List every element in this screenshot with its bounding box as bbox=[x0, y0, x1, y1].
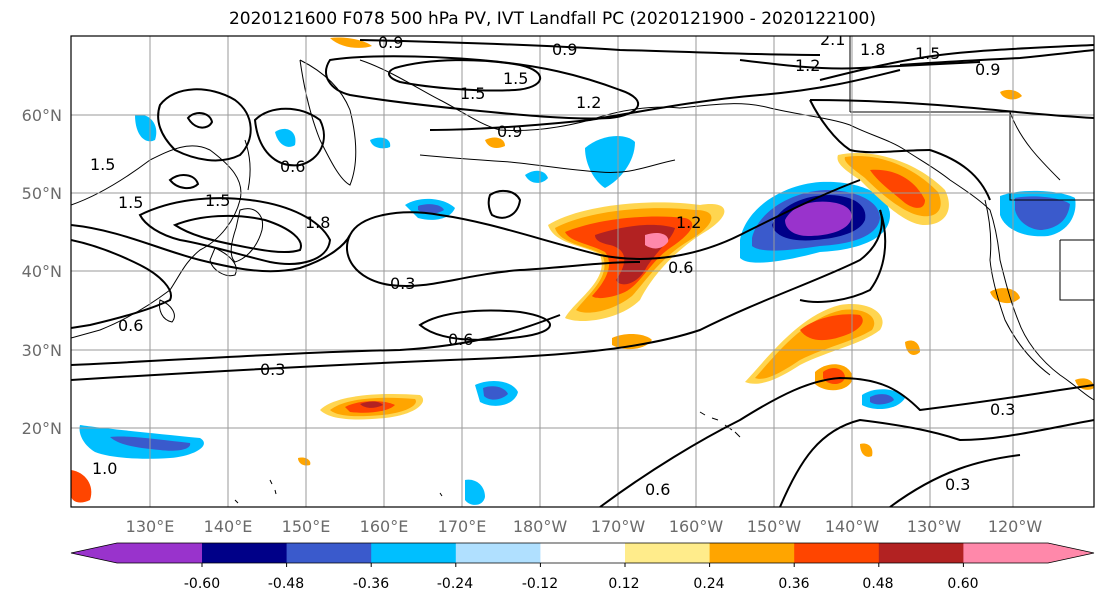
latitude-axis: 60°N 50°N 40°N 30°N 20°N bbox=[22, 106, 62, 438]
contour-label: 0.3 bbox=[260, 360, 285, 379]
colorbar-tick-label: -0.36 bbox=[353, 576, 389, 592]
colorbar-tick-label: -0.60 bbox=[184, 576, 220, 592]
contour-label: 1.5 bbox=[503, 69, 528, 88]
lon-tick-label: 120°W bbox=[988, 517, 1043, 536]
contour-label: 1.0 bbox=[92, 459, 117, 478]
lon-tick-label: 160°W bbox=[669, 517, 724, 536]
lon-tick-label: 180°W bbox=[513, 517, 568, 536]
colorbar-extend-max bbox=[1048, 543, 1094, 563]
contour-label: 0.9 bbox=[552, 40, 577, 59]
contour-label-group: 0.9 0.9 2.1 1.8 1.5 1.2 0.9 1.5 1.2 0.9 … bbox=[90, 30, 1015, 499]
colorbar-segment bbox=[202, 543, 288, 563]
colorbar-tick-label: 0.60 bbox=[947, 576, 978, 592]
contour-label: 0.6 bbox=[280, 157, 305, 176]
colorbar-segment bbox=[540, 543, 626, 563]
contour-label: 1.5 bbox=[460, 84, 485, 103]
colorbar-segment bbox=[625, 543, 711, 563]
contour-label: 0.6 bbox=[118, 316, 143, 335]
colorbar-segment bbox=[371, 543, 457, 563]
colorbar-tick-labels: -0.60 -0.48 -0.36 -0.24 -0.12 0.12 0.24 … bbox=[184, 576, 979, 592]
lon-tick-label: 130°W bbox=[907, 517, 962, 536]
contour-label: 1.5 bbox=[90, 155, 115, 174]
contour-label: 0.9 bbox=[378, 33, 403, 52]
longitude-axis: 130°E 140°E 150°E 160°E 170°E 180°W 170°… bbox=[126, 517, 1043, 536]
contour-label: 1.2 bbox=[576, 93, 601, 112]
colorbar bbox=[70, 542, 1095, 567]
colorbar-segment bbox=[286, 543, 372, 563]
colorbar-tick-label: -0.48 bbox=[268, 576, 304, 592]
lon-tick-label: 140°E bbox=[204, 517, 253, 536]
colorbar-segment bbox=[963, 543, 1048, 563]
contour-label: 2.1 bbox=[820, 30, 845, 49]
contour-label: 0.6 bbox=[645, 480, 670, 499]
lon-tick-label: 170°W bbox=[591, 517, 646, 536]
colorbar-tick-label: 0.36 bbox=[778, 576, 809, 592]
lat-tick-label: 30°N bbox=[22, 341, 62, 360]
colorbar-tick-label: 0.24 bbox=[693, 576, 724, 592]
lon-tick-label: 140°W bbox=[825, 517, 880, 536]
colorbar-segment bbox=[709, 543, 795, 563]
colorbar-outline bbox=[70, 542, 1095, 564]
colorbar-tick-label: -0.24 bbox=[437, 576, 473, 592]
contour-label: 1.5 bbox=[205, 191, 230, 210]
contour-label: 1.8 bbox=[305, 213, 330, 232]
contour-label: 0.3 bbox=[945, 475, 970, 494]
colorbar-segment bbox=[794, 543, 880, 563]
contour-label: 1.2 bbox=[795, 56, 820, 75]
contour-label: 1.5 bbox=[915, 44, 940, 63]
contour-label: 1.5 bbox=[118, 193, 143, 212]
contour-label: 0.6 bbox=[448, 330, 473, 349]
lat-tick-label: 20°N bbox=[22, 419, 62, 438]
colorbar-extend-min bbox=[71, 543, 117, 563]
colorbar-segment bbox=[117, 543, 202, 563]
colorbar-tick-label: 0.12 bbox=[608, 576, 639, 592]
lat-tick-label: 40°N bbox=[22, 262, 62, 281]
lon-tick-label: 170°E bbox=[438, 517, 487, 536]
colorbar-tick-label: -0.12 bbox=[522, 576, 558, 592]
pv-contours bbox=[71, 39, 1094, 507]
lon-tick-label: 130°E bbox=[126, 517, 175, 536]
lon-tick-label: 150°W bbox=[747, 517, 802, 536]
colorbar-segment bbox=[455, 543, 541, 563]
lat-tick-label: 50°N bbox=[22, 184, 62, 203]
contour-label: 1.8 bbox=[860, 40, 885, 59]
contour-label: 0.9 bbox=[975, 60, 1000, 79]
colorbar-tick-label: 0.48 bbox=[862, 576, 893, 592]
contour-label: 0.3 bbox=[390, 274, 415, 293]
contour-label: 0.3 bbox=[990, 400, 1015, 419]
gridlines bbox=[71, 36, 1094, 507]
lon-tick-label: 160°E bbox=[360, 517, 409, 536]
colorbar-segment bbox=[878, 543, 964, 563]
map-frame bbox=[70, 35, 1095, 508]
contour-label: 0.6 bbox=[668, 258, 693, 277]
contour-label: 0.9 bbox=[497, 122, 522, 141]
lon-tick-label: 150°E bbox=[282, 517, 331, 536]
map-title: 2020121600 F078 500 hPa PV, IVT Landfall… bbox=[228, 9, 876, 29]
lat-tick-label: 60°N bbox=[22, 106, 62, 125]
anomaly-shading bbox=[71, 37, 1094, 505]
contour-label: 1.2 bbox=[676, 213, 701, 232]
